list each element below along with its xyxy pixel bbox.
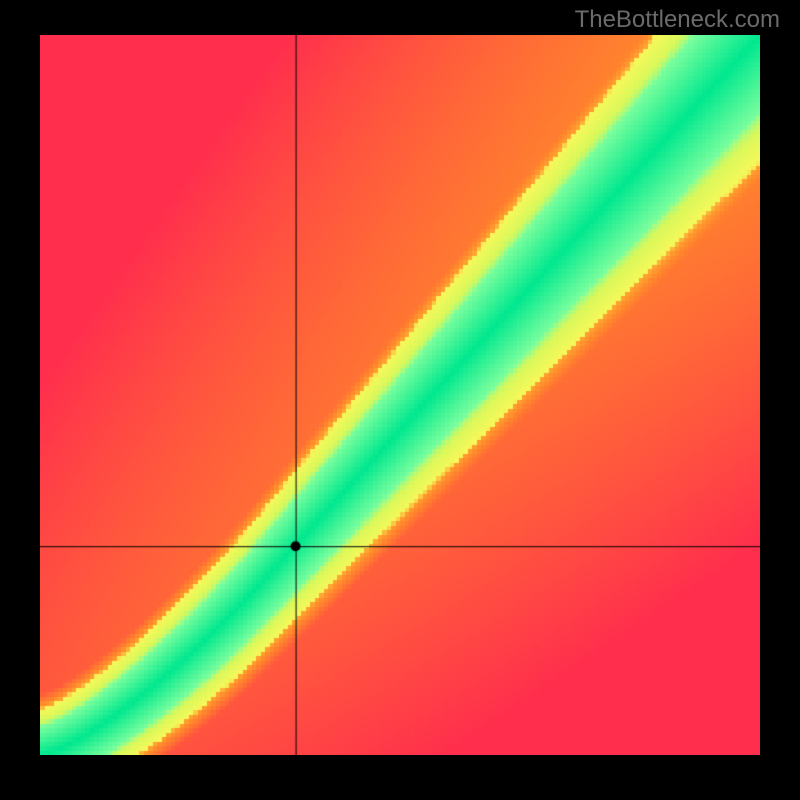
attribution-label: TheBottleneck.com bbox=[575, 6, 780, 34]
heatmap-plot bbox=[40, 35, 760, 755]
heatmap-canvas bbox=[40, 35, 760, 755]
chart-container: TheBottleneck.com bbox=[0, 0, 800, 800]
